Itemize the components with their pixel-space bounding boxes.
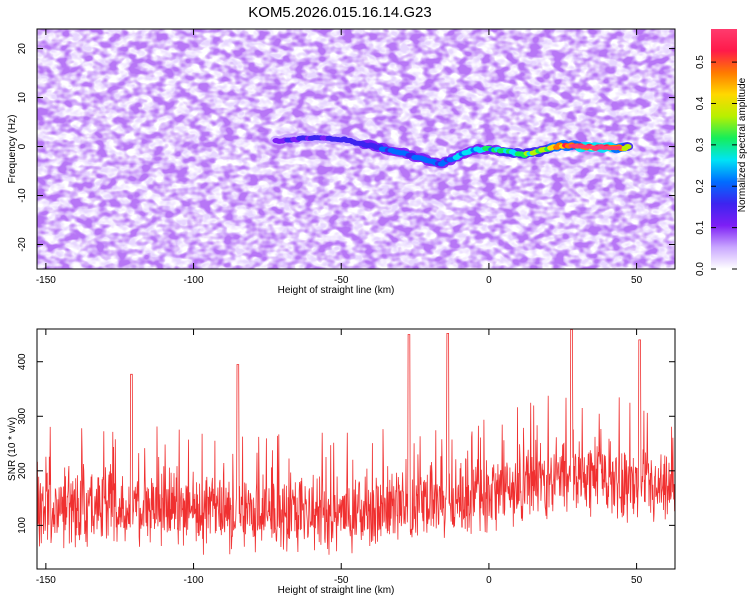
snr-y-tick-label: 300 (17, 407, 28, 424)
snr-x-tick-label: -50 (334, 575, 349, 586)
colorbar-label: Normalized spectral amplitude (737, 77, 748, 212)
colorbar-tick-label: 0.3 (695, 137, 706, 151)
snr-y-tick-label: 100 (17, 517, 28, 534)
colorbar-tick-label: 0.0 (695, 262, 706, 276)
colorbar-tick-label: 0.2 (695, 179, 706, 193)
snr-x-tick-label: -100 (184, 575, 204, 586)
heatmap-x-tick-label: -50 (334, 275, 349, 286)
colorbar-tick-label: 0.5 (695, 55, 706, 69)
snr-line-chart: -150 -100 -50 0 50 100 200 300 400 Height of stra… (7, 328, 676, 596)
figure-title: KOM5.2026.015.16.14.G23 (248, 4, 431, 21)
heatmap-x-tick-label: -100 (184, 275, 204, 286)
snr-plot-frame (36, 328, 676, 570)
heatmap-x-tick-label: 0 (486, 275, 492, 286)
heatmap-x-axis-label: Height of straight line (km) (278, 285, 395, 296)
colorbar: 0.0 0.1 0.2 0.3 0.4 0.5 Normalized spectral am… (695, 29, 748, 276)
ridge-point (623, 143, 632, 150)
snr-x-tick-label: 50 (631, 575, 643, 586)
colorbar-tick-label: 0.4 (695, 96, 706, 110)
snr-y-tick-label: 400 (17, 353, 28, 370)
snr-series-line (37, 329, 675, 555)
snr-x-tick-label: 0 (486, 575, 492, 586)
heatmap-y-tick-label: -20 (17, 237, 28, 252)
snr-y-tick-label: 200 (17, 462, 28, 479)
snr-plot-area (37, 329, 675, 555)
heatmap-plot-frame (36, 28, 676, 270)
heatmap-x-tick-label: 50 (631, 275, 643, 286)
heatmap-y-axis-label: Frequency (Hz) (7, 115, 18, 184)
heatmap-y-tick-label: 10 (17, 92, 28, 104)
heatmap-field (37, 29, 675, 269)
snr-x-tick-label: -150 (36, 575, 56, 586)
heatmap-y-tick-label: 0 (17, 143, 28, 149)
heatmap-x-tick-label: -150 (36, 275, 56, 286)
heatmap-y-tick-label: -10 (17, 188, 28, 203)
colorbar-tick-label: 0.1 (695, 220, 706, 234)
colorbar-gradient (711, 29, 737, 269)
snr-y-axis-label: SNR (10 * v/v) (7, 417, 18, 481)
heatmap-y-tick-label: 20 (17, 43, 28, 55)
snr-x-axis-label: Height of straight line (km) (278, 585, 395, 596)
ridge-peak (615, 146, 622, 150)
